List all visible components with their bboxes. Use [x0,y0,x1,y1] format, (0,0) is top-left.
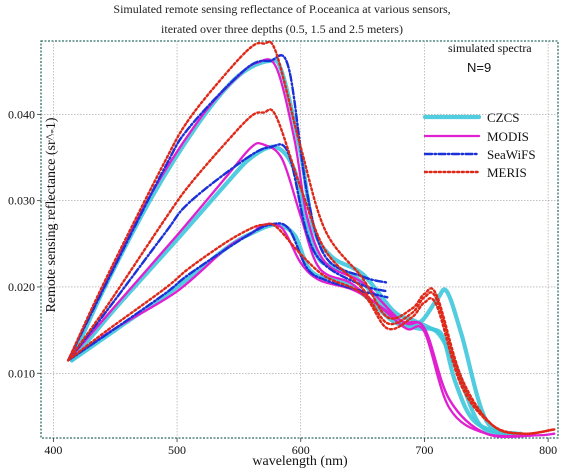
series-line-modis-depth-2 [67,141,537,438]
legend-label-modis: MODIS [487,129,529,144]
series-line-meris-depth-3 [67,222,556,435]
x-tick-label: 700 [415,443,433,457]
y-tick-label: 0.040 [8,107,35,121]
y-axis-ticks: 0.010 0.020 0.030 0.040 [8,107,41,380]
annotation-line-2: N=9 [467,60,491,75]
x-tick-label: 600 [292,443,310,457]
data-curves [67,40,556,439]
annotation-box: simulated spectra N=9 [448,41,532,75]
x-axis-ticks: 400 500 600 700 800 [44,438,557,457]
legend: CZCS MODIS SeaWiFS MERIS [422,110,536,180]
x-tick-label: 400 [44,443,62,457]
series-line-seawifs-depth-2 [67,143,389,362]
legend-label-meris: MERIS [487,165,527,180]
series-line-modis-depth-3 [67,222,537,438]
y-axis-label: Remote sensing reflectance (sr^-1) [44,117,59,312]
chart-title-line-2: iterated over three depths (0.5, 1.5 and… [161,22,403,36]
y-tick-label: 0.030 [8,194,35,208]
x-axis-label: wavelength (nm) [252,454,348,468]
series-meris [67,40,556,435]
series-line-czcs-depth-3 [69,222,514,436]
series-line-seawifs-depth-1 [67,54,389,362]
chart-title: Simulated remote sensing reflectance of … [113,2,450,36]
plot-area [40,40,559,439]
series-line-meris-depth-2 [67,108,556,435]
annotation-line-1: simulated spectra [448,41,532,55]
legend-label-seawifs: SeaWiFS [487,147,536,162]
chart-title-line-1: Simulated remote sensing reflectance of … [113,2,450,16]
legend-label-czcs: CZCS [487,110,520,125]
y-tick-label: 0.020 [8,280,35,294]
x-tick-label: 500 [168,443,186,457]
series-line-meris-depth-1 [67,40,556,435]
y-tick-label: 0.010 [8,366,35,380]
x-tick-label: 800 [539,443,557,457]
